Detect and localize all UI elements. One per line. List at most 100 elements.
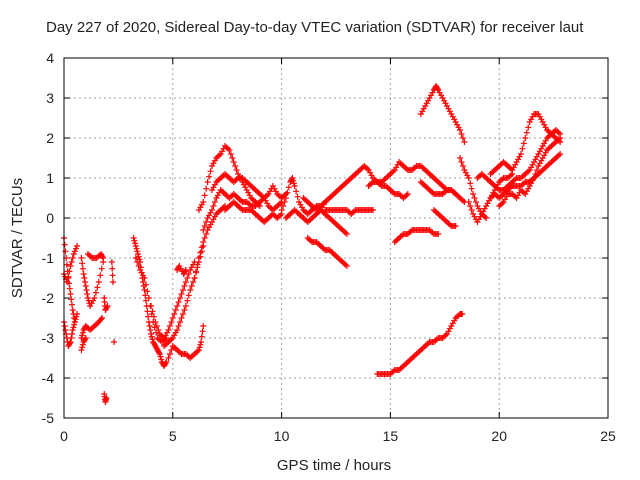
data-point bbox=[517, 151, 524, 157]
data-point bbox=[67, 291, 74, 297]
data-point bbox=[179, 287, 186, 293]
data-point bbox=[92, 289, 99, 296]
data-point bbox=[134, 259, 141, 265]
y-tick-label: 3 bbox=[46, 90, 54, 106]
data-point bbox=[155, 327, 162, 333]
data-point bbox=[227, 151, 234, 157]
data-point bbox=[171, 311, 178, 317]
data-point bbox=[285, 184, 292, 191]
y-tick-label: 1 bbox=[46, 170, 54, 186]
data-point bbox=[289, 175, 296, 181]
data-points bbox=[61, 83, 564, 405]
data-point bbox=[187, 287, 194, 293]
data-point bbox=[557, 135, 564, 141]
data-point bbox=[144, 308, 151, 315]
data-point bbox=[178, 291, 185, 297]
data-point bbox=[66, 268, 73, 275]
data-point bbox=[290, 180, 297, 187]
data-point bbox=[153, 323, 160, 329]
data-point bbox=[457, 127, 464, 133]
data-point bbox=[145, 313, 152, 320]
data-point bbox=[290, 177, 297, 184]
data-point bbox=[165, 355, 172, 361]
data-point bbox=[69, 255, 76, 261]
data-point bbox=[163, 359, 170, 365]
data-point bbox=[148, 331, 155, 337]
data-point bbox=[172, 307, 179, 313]
data-point bbox=[557, 151, 564, 157]
data-point bbox=[369, 207, 376, 213]
data-point bbox=[135, 263, 142, 269]
chart-title: Day 227 of 2020, Sidereal Day-to-day VTE… bbox=[46, 19, 584, 36]
data-point bbox=[97, 272, 104, 279]
data-point bbox=[201, 192, 208, 199]
data-point bbox=[68, 296, 75, 303]
data-point bbox=[467, 180, 474, 187]
data-point bbox=[94, 284, 101, 291]
data-point bbox=[81, 275, 88, 281]
data-point bbox=[459, 311, 466, 317]
data-point bbox=[65, 273, 72, 280]
data-point bbox=[104, 303, 111, 309]
data-point bbox=[522, 135, 529, 141]
data-point bbox=[103, 304, 110, 311]
data-point bbox=[147, 327, 154, 333]
data-point bbox=[166, 351, 173, 357]
data-point bbox=[82, 283, 89, 289]
data-point bbox=[175, 299, 182, 305]
data-point bbox=[130, 235, 137, 241]
data-point bbox=[73, 313, 80, 320]
data-point bbox=[142, 281, 149, 288]
data-point bbox=[175, 323, 182, 329]
data-point bbox=[207, 168, 214, 175]
data-point bbox=[109, 272, 116, 279]
data-point bbox=[156, 351, 163, 357]
data-point bbox=[343, 263, 350, 269]
data-point bbox=[156, 349, 163, 356]
data-point bbox=[193, 268, 200, 275]
y-tick-label: -2 bbox=[42, 290, 55, 306]
data-point bbox=[132, 240, 139, 247]
data-point bbox=[72, 316, 79, 323]
data-point bbox=[203, 231, 210, 237]
data-point bbox=[144, 288, 151, 295]
data-point bbox=[135, 253, 142, 260]
data-point bbox=[174, 327, 181, 333]
data-point bbox=[520, 140, 527, 147]
data-point bbox=[188, 283, 195, 289]
data-point bbox=[100, 255, 107, 261]
data-point bbox=[82, 336, 89, 343]
data-point bbox=[68, 335, 75, 341]
data-point bbox=[169, 315, 176, 321]
y-tick-label: -4 bbox=[42, 370, 55, 386]
data-point bbox=[230, 159, 237, 165]
data-point bbox=[284, 189, 291, 196]
data-point bbox=[64, 279, 71, 285]
data-point bbox=[97, 316, 104, 323]
data-point bbox=[141, 287, 148, 293]
data-point bbox=[226, 147, 233, 153]
data-point bbox=[200, 199, 207, 205]
data-point bbox=[74, 311, 81, 317]
data-point bbox=[70, 324, 77, 331]
data-point bbox=[70, 251, 77, 257]
data-point bbox=[278, 207, 285, 213]
data-point bbox=[174, 303, 181, 309]
data-point bbox=[200, 227, 207, 233]
data-point bbox=[182, 268, 189, 275]
data-point bbox=[78, 255, 85, 261]
y-tick-label: 2 bbox=[46, 130, 54, 146]
data-point bbox=[233, 167, 240, 173]
data-point bbox=[68, 259, 75, 265]
data-point bbox=[68, 331, 75, 337]
y-tick-label: 4 bbox=[46, 50, 54, 66]
data-point bbox=[146, 323, 153, 329]
data-point bbox=[82, 335, 89, 341]
data-point bbox=[404, 191, 411, 197]
data-point bbox=[134, 248, 141, 255]
data-point bbox=[79, 260, 86, 267]
data-point bbox=[343, 231, 350, 237]
data-point bbox=[68, 301, 75, 308]
data-point bbox=[149, 336, 156, 343]
